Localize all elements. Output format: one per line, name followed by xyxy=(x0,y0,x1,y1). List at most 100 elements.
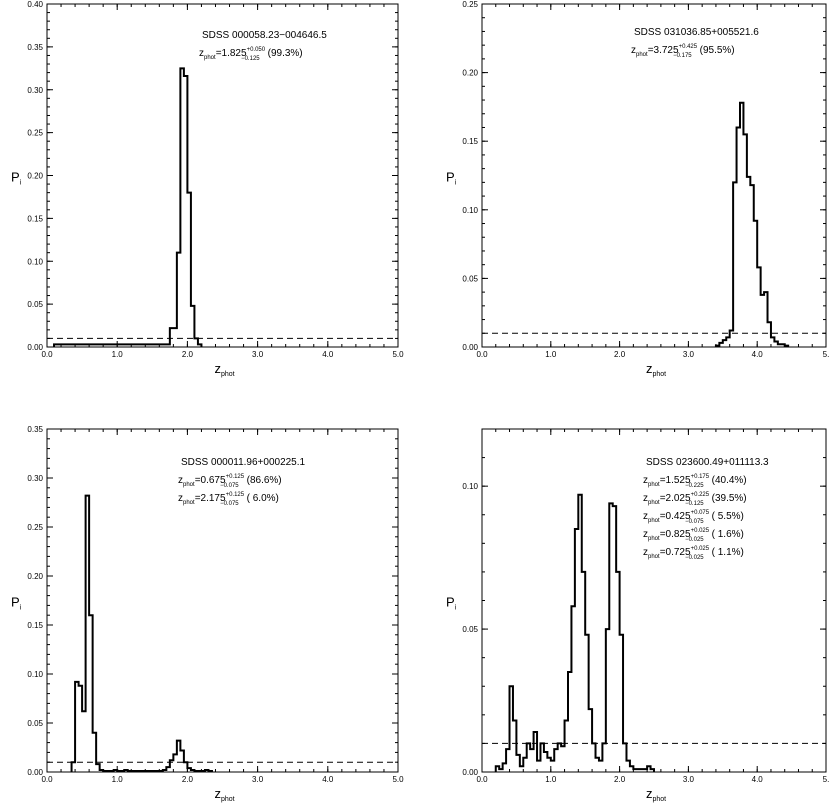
histogram-series xyxy=(53,67,203,347)
y-tick-label: 0.05 xyxy=(27,719,43,728)
x-tick-label: 2.0 xyxy=(614,350,626,359)
x-tick-label: 2.0 xyxy=(182,775,194,784)
solution-value: =2.025 xyxy=(660,493,691,504)
x-axis-label: zphot xyxy=(215,361,235,378)
x-tick-label: 2.0 xyxy=(614,775,626,784)
chart-panel-3: 0.0 1.0 2.0 3.0 4.0 5.0 0.00 0.05 0.10 0.15 0.20 0.… xyxy=(11,425,404,803)
y-axis-label: Pi xyxy=(11,595,22,612)
solution-plus: +0.175 xyxy=(691,474,710,480)
y-tick-label: 0.00 xyxy=(27,343,43,352)
object-name: SDSS 031036.85+005521.6 xyxy=(634,27,759,38)
solution-plus: +0.225 xyxy=(691,492,710,498)
y-tick-label: 0.20 xyxy=(27,172,43,181)
y-axis-label-sub: i xyxy=(455,180,457,187)
solution-plus: +0.025 xyxy=(691,528,710,534)
redshift-solution: zphot=2.025+0.225 −0.125 (39.5%) xyxy=(643,492,747,507)
y-tick-label: 0.15 xyxy=(27,214,43,223)
solution-percent: ( 6.0%) xyxy=(247,493,279,504)
y-tick-label: 0.30 xyxy=(27,86,43,95)
chart-panel-1: 0.0 1.0 2.0 3.0 4.0 5.0 0.00 0.05 0.10 0.15 0.20 0.… xyxy=(11,0,404,378)
x-tick-label: 2.0 xyxy=(182,350,194,359)
solution-plus: +0.025 xyxy=(691,546,710,552)
histogram-bin xyxy=(173,328,177,347)
histogram-series xyxy=(714,101,790,347)
solution-minus: −0.075 xyxy=(220,501,239,507)
histogram-bin xyxy=(747,177,750,347)
redshift-solution: zphot=0.675+0.125 −0.075 (86.6%) xyxy=(178,474,282,489)
solution-plus: +0.125 xyxy=(226,474,245,480)
x-tick-label: 4.0 xyxy=(322,775,334,784)
solution-plus: +0.075 xyxy=(691,510,710,516)
solution-minus: −0.225 xyxy=(685,483,704,489)
solution-value: =1.525 xyxy=(660,475,691,486)
y-tick-label: 0.00 xyxy=(27,768,43,777)
solution-percent: ( 1.1%) xyxy=(712,547,744,558)
y-tick-label: 0.25 xyxy=(27,523,43,532)
solution-sub: phot xyxy=(648,482,660,488)
plot-frame xyxy=(481,428,827,773)
x-axis-label-main: z xyxy=(646,786,653,801)
x-tick-label: 5.0 xyxy=(392,350,404,359)
x-axis-label: zphot xyxy=(646,786,666,803)
y-tick-label: 0.05 xyxy=(462,625,478,634)
solution-minus: −0.125 xyxy=(241,56,260,62)
y-tick-label: 0.25 xyxy=(462,0,478,9)
y-tick-label: 0.15 xyxy=(27,621,43,630)
object-name: SDSS 023600.49+011113.3 xyxy=(646,457,769,468)
solution-symbol: z xyxy=(178,493,183,504)
x-tick-label: 3.0 xyxy=(683,775,695,784)
solution-value: =2.175 xyxy=(195,493,226,504)
y-tick-label: 0.05 xyxy=(462,274,478,283)
solution-plus: +0.125 xyxy=(226,492,245,498)
solution-minus: −0.025 xyxy=(685,537,704,543)
solution-symbol: z xyxy=(178,475,183,486)
solution-percent: ( 1.6%) xyxy=(712,529,744,540)
y-tick-label: 0.00 xyxy=(462,768,478,777)
histogram-bin xyxy=(82,711,86,772)
y-tick-label: 0.35 xyxy=(27,425,43,434)
solution-value: =0.725 xyxy=(660,547,691,558)
histogram-bin xyxy=(537,761,540,772)
solution-percent: (86.6%) xyxy=(247,475,282,486)
solution-minus: −0.075 xyxy=(685,519,704,525)
solution-sub: phot xyxy=(648,554,660,560)
solution-percent: ( 5.5%) xyxy=(712,511,744,522)
y-axis-label: Pi xyxy=(446,170,457,187)
solution-value: =0.675 xyxy=(195,475,226,486)
histogram-bin xyxy=(551,761,554,772)
solution-percent: (39.5%) xyxy=(712,493,747,504)
solution-minus: −0.125 xyxy=(685,501,704,507)
x-axis-label-main: z xyxy=(215,361,222,376)
x-tick-label: 4.0 xyxy=(752,775,764,784)
solution-value: =0.825 xyxy=(660,529,691,540)
chart-panel-4: 0.0 1.0 2.0 3.0 4.0 5.0.000.050.10zphotPiSDSS… xyxy=(446,428,829,803)
object-name: SDSS 000058.23−004646.5 xyxy=(202,30,327,41)
y-axis-label: Pi xyxy=(11,170,22,187)
plot-frame xyxy=(481,3,827,348)
solution-sub: phot xyxy=(648,536,660,542)
x-tick-label: 0.0 xyxy=(41,775,53,784)
x-tick-label: 4.0 xyxy=(752,350,764,359)
x-tick-label: 5.0 xyxy=(392,775,404,784)
y-tick-label: 0.10 xyxy=(462,206,478,215)
solution-sub: phot xyxy=(183,500,195,506)
y-axis-label-main: P xyxy=(446,170,455,185)
solution-symbol: z xyxy=(643,493,648,504)
y-tick-label: 0.40 xyxy=(27,0,43,9)
x-tick-label: 4.0 xyxy=(322,350,334,359)
x-tick-label: 3.0 xyxy=(683,350,695,359)
histogram-bin xyxy=(599,761,602,772)
x-axis-label-main: z xyxy=(215,786,222,801)
solution-sub: phot xyxy=(204,55,216,61)
solution-plus: +0.425 xyxy=(679,44,698,50)
plot-frame xyxy=(46,428,399,773)
y-tick-label: 0.30 xyxy=(27,474,43,483)
x-axis-label-sub: phot xyxy=(221,371,235,378)
x-tick-label: 5. xyxy=(823,350,830,359)
solution-percent: (40.4%) xyxy=(712,475,747,486)
solution-percent: (99.3%) xyxy=(268,48,303,59)
solution-symbol: z xyxy=(643,475,648,486)
y-axis-label-sub: i xyxy=(20,180,22,187)
y-tick-label: 0.35 xyxy=(27,43,43,52)
